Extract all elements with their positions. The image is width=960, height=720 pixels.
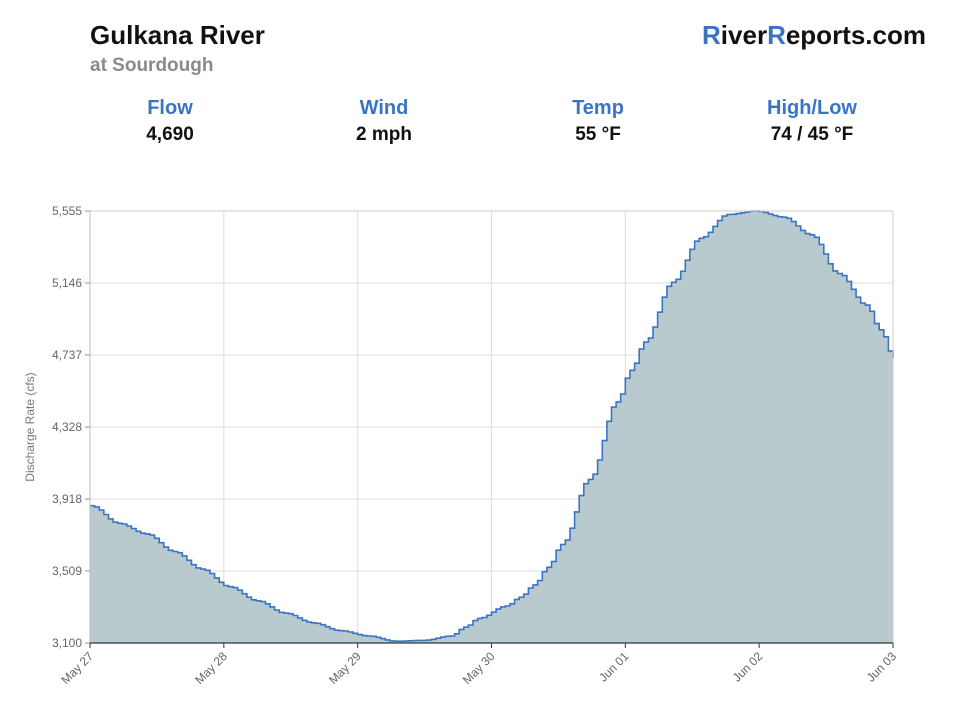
stat-flow-label: Flow xyxy=(147,97,193,119)
river-name: Gulkana River xyxy=(90,20,265,50)
brand-text-iver: iver xyxy=(720,20,768,50)
y-tick-label: 5,555 xyxy=(52,204,82,218)
stat-wind-value: 2 mph xyxy=(356,124,412,145)
x-tick-label: Jun 03 xyxy=(864,649,900,685)
brand-logo[interactable]: RiverReports.com xyxy=(702,20,926,51)
stat-wind: Wind 2 mph xyxy=(294,95,474,146)
x-tick-label: Jun 02 xyxy=(730,649,766,685)
x-tick-label: May 29 xyxy=(326,649,364,687)
y-tick-label: 3,918 xyxy=(52,492,82,506)
y-axis-label: Discharge Rate (cfs) xyxy=(23,372,37,481)
brand-letter-r2: R xyxy=(767,20,786,50)
x-tick-label: Jun 01 xyxy=(596,649,632,685)
brand-letter-r1: R xyxy=(702,20,721,50)
discharge-area xyxy=(90,211,893,643)
stat-high-low-value: 74 / 45 °F xyxy=(770,124,854,145)
x-tick-label: May 27 xyxy=(58,649,96,687)
stat-high-low-label: High/Low xyxy=(767,97,857,119)
stat-high-low: High/Low 74 / 45 °F xyxy=(722,95,902,146)
river-location: at Sourdough xyxy=(90,55,214,76)
stat-flow-value: 4,690 xyxy=(146,124,194,145)
y-tick-label: 4,328 xyxy=(52,420,82,434)
x-tick-label: May 30 xyxy=(460,649,498,687)
stat-temp-value: 55 °F xyxy=(575,124,621,145)
stat-temp: Temp 55 °F xyxy=(508,95,688,146)
y-tick-label: 3,100 xyxy=(52,636,82,650)
y-tick-label: 5,146 xyxy=(52,276,82,290)
brand-text-eports: eports.com xyxy=(785,20,926,50)
y-tick-label: 4,737 xyxy=(52,348,82,362)
stat-temp-label: Temp xyxy=(572,97,624,119)
y-tick-label: 3,509 xyxy=(52,564,82,578)
stat-flow: Flow 4,690 xyxy=(80,95,260,146)
x-tick-label: May 28 xyxy=(192,649,230,687)
stat-wind-label: Wind xyxy=(359,97,409,119)
